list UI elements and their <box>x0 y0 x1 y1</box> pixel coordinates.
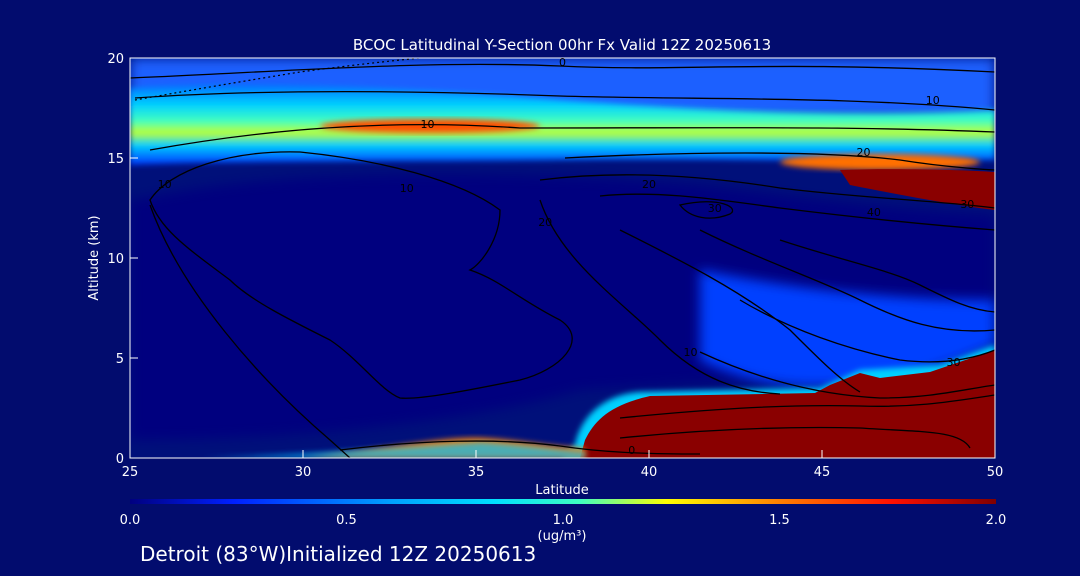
contour-label: 20 <box>538 216 552 229</box>
contour-line <box>619 394 995 419</box>
contour-line <box>779 239 995 313</box>
contour-line <box>539 174 995 209</box>
contour-line <box>130 63 995 79</box>
colorbar-tick-label: 1.5 <box>769 513 790 528</box>
contour-line <box>599 193 995 231</box>
contour-lines <box>130 63 995 458</box>
lower-right-gradient <box>700 270 995 387</box>
colorbar-unit-label: (ug/m³) <box>538 529 587 544</box>
surface-streak-rim <box>200 442 585 458</box>
contour-label: 0 <box>559 56 566 69</box>
contour-label: 0 <box>628 444 635 457</box>
contour-label: 10 <box>684 346 698 359</box>
x-tick-label: 50 <box>987 465 1004 480</box>
colorbar-ticks: 0.0 0.5 1.0 1.5 2.0 <box>120 513 1007 528</box>
contour-label: 10 <box>926 94 940 107</box>
colorbar-tick-label: 1.0 <box>553 513 574 528</box>
x-axis-ticks: 25 30 35 40 45 50 <box>122 450 1004 480</box>
contour-line <box>339 440 701 455</box>
x-tick-label: 25 <box>122 465 139 480</box>
y-tick-label: 20 <box>107 52 124 67</box>
contour-line <box>149 124 995 151</box>
y-axis-ticks: 0 5 10 15 20 <box>107 52 138 467</box>
contour-line <box>134 91 995 111</box>
y-tick-label: 0 <box>116 452 124 467</box>
contour-labels: 0 10 10 20 20 10 30 30 40 20 10 10 30 0 <box>158 56 975 457</box>
colorbar-tick-label: 2.0 <box>986 513 1007 528</box>
contour-label: 10 <box>400 182 414 195</box>
contour-line <box>149 204 351 458</box>
contour-line <box>619 426 971 449</box>
colorbar-tick-label: 0.5 <box>336 513 357 528</box>
contour-line <box>699 351 995 399</box>
band-streak-left <box>320 119 540 133</box>
colorbar-tick-label: 0.0 <box>120 513 141 528</box>
x-tick-label: 30 <box>295 465 312 480</box>
contour-line <box>564 152 995 171</box>
upper-tropospheric-band <box>130 84 995 165</box>
contour-label: 30 <box>708 202 722 215</box>
dotted-contour <box>134 58 421 101</box>
contour-label: 30 <box>946 356 960 369</box>
y-tick-label: 15 <box>107 152 124 167</box>
chart-title: BCOC Latitudinal Y-Section 00hr Fx Valid… <box>353 36 771 54</box>
contour-label: 10 <box>158 178 172 191</box>
location-initialized-label: Detroit (83°W)Initialized 12Z 20250613 <box>140 542 537 566</box>
x-tick-label: 35 <box>468 465 485 480</box>
contour-line <box>739 299 995 363</box>
x-tick-label: 45 <box>814 465 831 480</box>
y-tick-label: 5 <box>116 352 124 367</box>
contour-label: 10 <box>421 118 435 131</box>
contour-line <box>699 229 995 332</box>
colorbar <box>130 499 996 504</box>
y-axis-label: Altitude (km) <box>87 215 102 300</box>
band-streak-right <box>780 154 980 170</box>
contour-line <box>539 199 781 395</box>
surface-smoke-layer <box>580 350 995 458</box>
x-tick-label: 40 <box>641 465 658 480</box>
heatmap-field <box>130 58 995 458</box>
contour-line <box>678 201 733 219</box>
contour-label: 20 <box>857 146 871 159</box>
contour-line <box>149 151 573 399</box>
upper-right-plume <box>840 169 995 210</box>
x-axis-label: Latitude <box>535 483 589 498</box>
contour-label: 40 <box>867 206 881 219</box>
contour-label: 30 <box>960 198 974 211</box>
contour-label: 20 <box>642 178 656 191</box>
y-tick-label: 10 <box>107 252 124 267</box>
